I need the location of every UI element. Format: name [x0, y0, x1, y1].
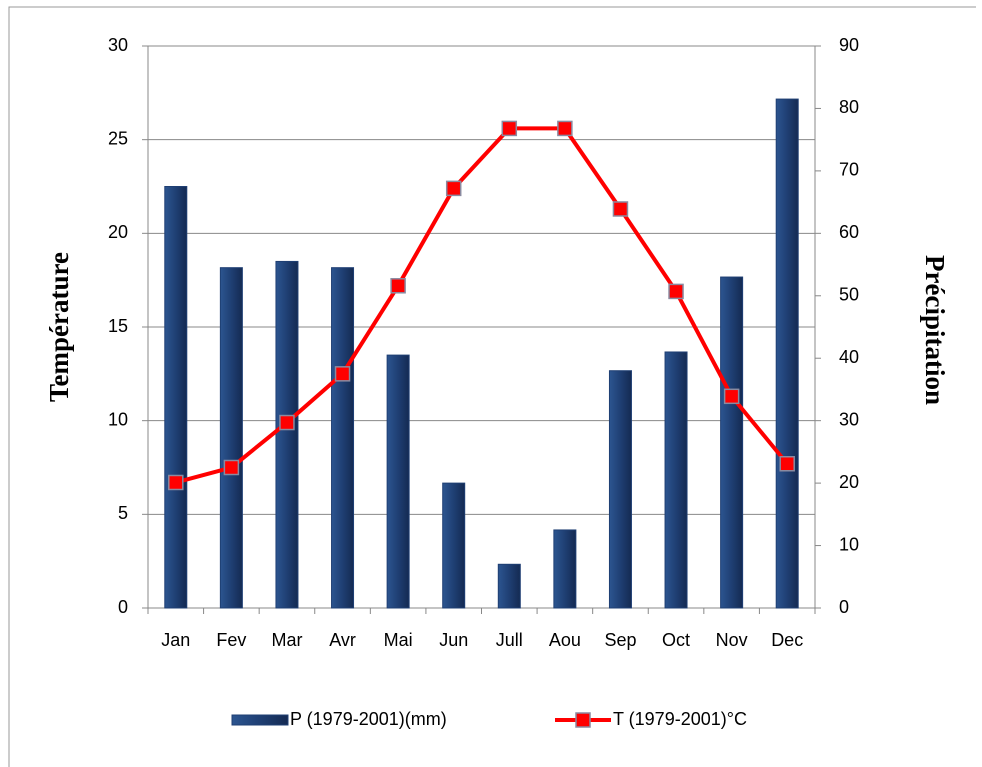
bar — [164, 186, 188, 609]
bar — [664, 351, 688, 609]
bar — [442, 482, 466, 609]
y2-tick-label: 60 — [839, 222, 859, 242]
x-tick-label: Mar — [271, 630, 302, 650]
marker — [668, 283, 684, 300]
bar — [608, 370, 632, 609]
x-tick-label: Dec — [771, 630, 803, 650]
y-tick-label: 30 — [108, 35, 128, 55]
legend-label: T (1979-2001)°C — [613, 709, 747, 729]
marker — [723, 388, 740, 405]
marker — [501, 120, 518, 137]
y2-tick-label: 30 — [839, 409, 859, 429]
marker — [168, 474, 184, 491]
marker — [223, 459, 240, 476]
x-tick-label: Nov — [716, 630, 748, 650]
y2-tick-label: 20 — [839, 472, 859, 492]
y-tick-label: 15 — [108, 316, 128, 336]
x-tick-label: Jun — [439, 630, 468, 650]
y2-tick-label: 50 — [839, 285, 859, 305]
bar — [275, 260, 299, 609]
bar — [775, 98, 799, 609]
y-tick-label: 5 — [118, 503, 128, 523]
bar — [553, 529, 577, 609]
line — [175, 126, 789, 485]
y-tick-label: 0 — [118, 597, 128, 617]
x-tick-label: Jull — [496, 630, 523, 650]
chart-border — [8, 6, 976, 767]
marker — [390, 278, 406, 294]
y-tick-label: 20 — [108, 222, 128, 242]
marker — [612, 201, 629, 217]
y-tick-label: 10 — [108, 409, 128, 429]
bar — [497, 563, 521, 609]
bar — [386, 354, 410, 609]
y2-tick-label: 80 — [839, 97, 859, 117]
legend-marker — [575, 712, 591, 728]
y2-tick-label: 0 — [839, 597, 849, 617]
x-tick-label: Mai — [384, 630, 413, 650]
y2-tick-label: 70 — [839, 160, 859, 180]
marker — [279, 414, 295, 431]
marker — [334, 366, 351, 382]
x-tick-label: Avr — [329, 630, 356, 650]
x-tick-label: Oct — [662, 630, 690, 650]
x-tick-label: Aou — [549, 630, 581, 650]
y2-axis-title: Précipitation — [920, 255, 950, 405]
marker — [779, 456, 795, 472]
y-axis-title: Température — [44, 252, 74, 402]
x-tick-label: Fev — [216, 630, 246, 650]
legend-label: P (1979-2001)(mm) — [290, 709, 447, 729]
y2-tick-label: 90 — [839, 35, 859, 55]
bar — [331, 267, 355, 609]
x-tick-label: Sep — [604, 630, 636, 650]
y-tick-label: 25 — [108, 128, 128, 148]
marker — [557, 120, 573, 137]
bar — [720, 276, 744, 609]
marker — [445, 180, 462, 197]
y2-tick-label: 40 — [839, 347, 859, 367]
legend-swatch — [231, 714, 289, 726]
x-tick-label: Jan — [161, 630, 190, 650]
y2-tick-label: 10 — [839, 534, 859, 554]
bar — [219, 267, 243, 609]
